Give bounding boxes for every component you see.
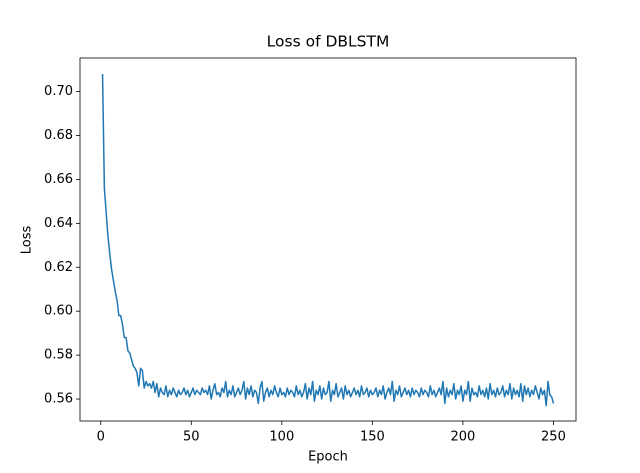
y-axis-label: Loss [20,226,35,255]
x-tick-label: 0 [97,430,105,445]
y-tick-label: 0.68 [44,128,73,143]
y-tick-label: 0.64 [44,216,73,231]
y-tick-label: 0.70 [44,84,73,99]
loss-line [101,74,555,407]
y-tick-label: 0.62 [44,260,73,275]
x-axis-label: Epoch [308,450,348,465]
chart-title: Loss of DBLSTM [267,33,390,51]
y-tick-label: 0.60 [44,304,73,319]
y-tick-label: 0.66 [44,172,73,187]
x-tick-label: 100 [269,430,294,445]
x-tick-label: 250 [541,430,566,445]
x-tick-label: 50 [183,430,200,445]
x-tick-label: 150 [360,430,385,445]
plot-frame [79,57,577,422]
y-tick-label: 0.58 [44,348,73,363]
x-tick-label: 200 [450,430,475,445]
y-tick-label: 0.56 [44,392,73,407]
